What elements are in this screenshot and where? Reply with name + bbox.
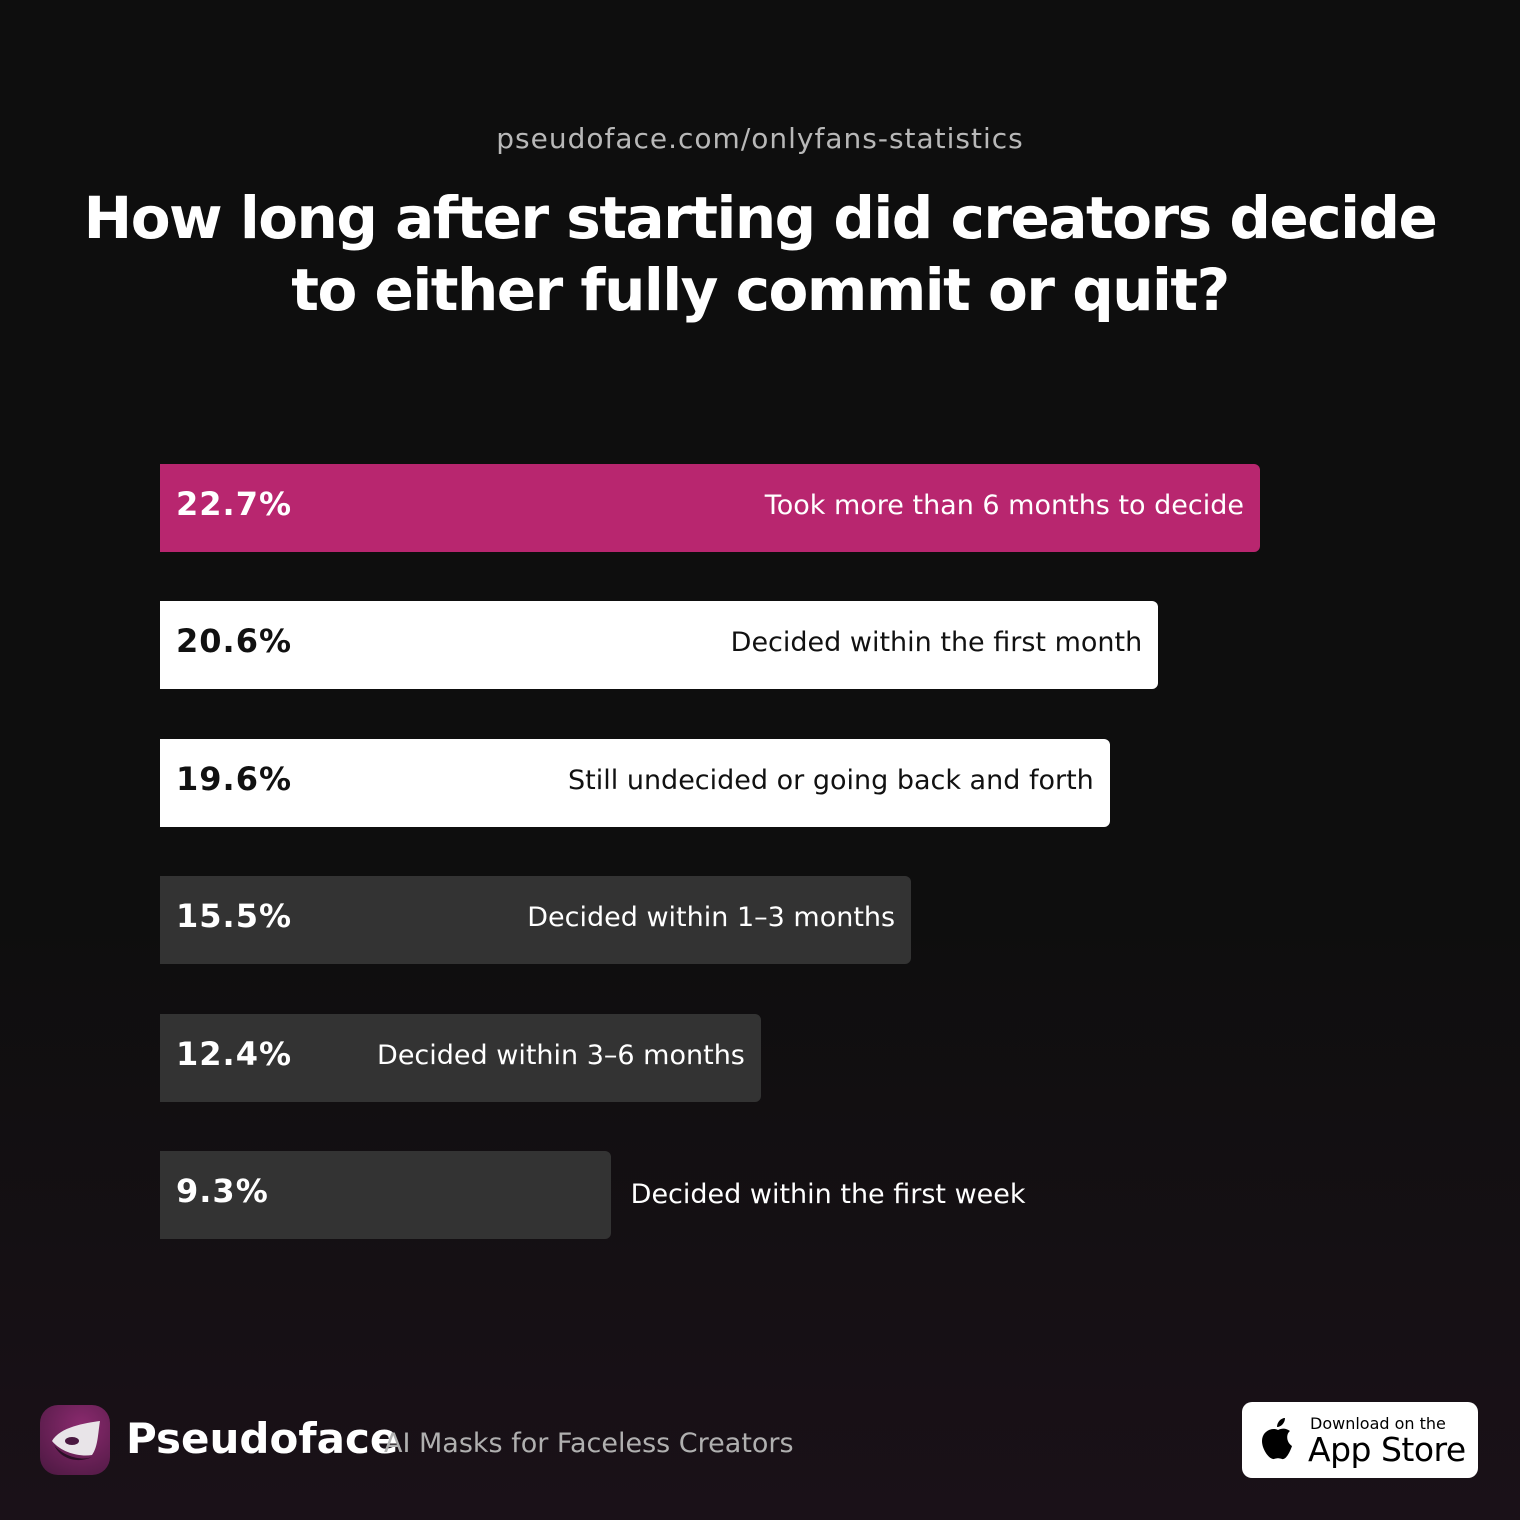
value-label: 12.4% <box>176 1034 293 1073</box>
bar: 20.6% Decided within the first month <box>160 601 1159 690</box>
badge-big-text: App Store <box>1308 1430 1466 1469</box>
category-label: Decided within 3–6 months <box>377 1039 745 1071</box>
category-label: Decided within the first week <box>630 1179 1026 1210</box>
value-label: 22.7% <box>176 485 293 523</box>
bar: 9.3% <box>160 1151 611 1239</box>
value-label: 20.6% <box>176 622 293 661</box>
value-label: 9.3% <box>176 1172 269 1210</box>
badge-small-text: Download on the <box>1310 1414 1446 1433</box>
category-label: Still undecided or going back and forth <box>568 764 1094 796</box>
value-label: 19.6% <box>176 759 293 798</box>
category-label: Took more than 6 months to decide <box>764 490 1244 521</box>
bar: 12.4% Decided within 3–6 months <box>160 1013 761 1102</box>
mask-icon <box>40 1405 110 1475</box>
bar: 19.6% Still undecided or going back and f… <box>160 738 1110 827</box>
brand-name: Pseudoface <box>126 1414 399 1463</box>
source-url: pseudoface.com/onlyfans-statistics <box>496 122 1024 155</box>
value-label: 15.5% <box>176 897 293 936</box>
bar: 22.7% Took more than 6 months to decide <box>160 464 1260 552</box>
bar: 15.5% Decided within 1–3 months <box>160 876 912 965</box>
apple-icon <box>1262 1418 1292 1460</box>
tagline: AI Masks for Faceless Creators <box>384 1428 794 1459</box>
category-label: Decided within 1–3 months <box>527 902 896 934</box>
category-label: Decided within the first month <box>730 627 1143 659</box>
bar-chart: 22.7% Took more than 6 months to decide 20… <box>160 464 1460 1264</box>
app-store-badge[interactable]: Download on the App Store <box>1242 1402 1478 1478</box>
chart-title: How long after starting did creators dec… <box>83 184 1438 324</box>
